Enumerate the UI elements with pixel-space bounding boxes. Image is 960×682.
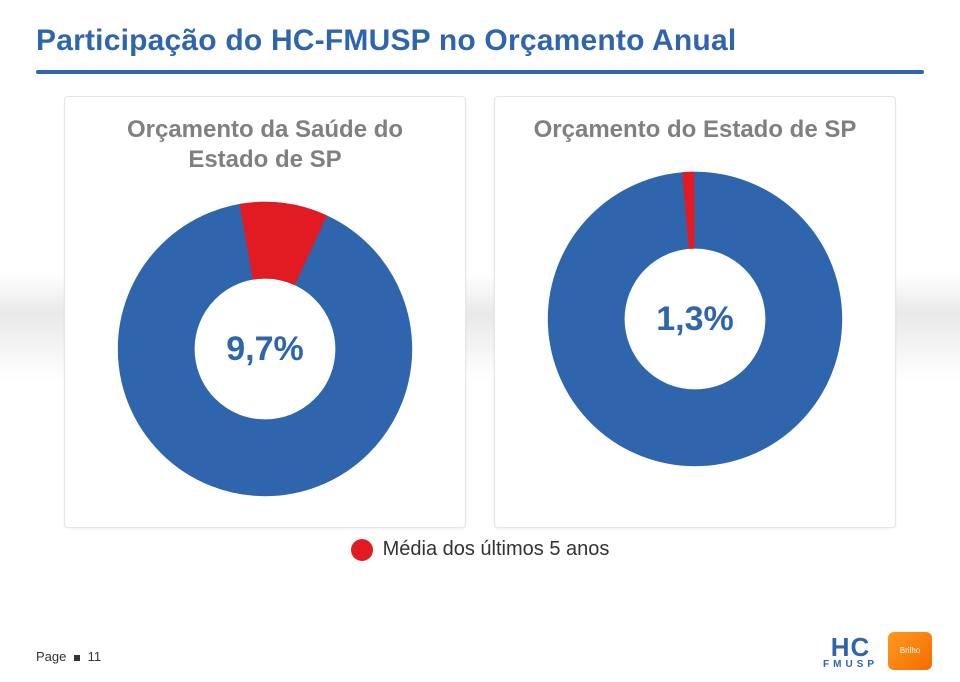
donut-center-label: 1,3% [535, 159, 855, 479]
page-title: Participação do HC-FMUSP no Orçamento An… [36, 24, 924, 58]
logos: HC FMUSP Brilho [823, 632, 932, 670]
card-saude: Orçamento da Saúde do Estado de SP 9,7% [64, 96, 466, 528]
logo-hc-sub: FMUSP [823, 659, 878, 670]
legend-text: Média dos últimos 5 anos [383, 538, 610, 561]
page-label: Page [36, 649, 66, 664]
legend: Média dos últimos 5 anos [36, 538, 924, 561]
donut-chart: 9,7% [105, 189, 425, 509]
donut-chart: 1,3% [535, 159, 855, 479]
chart-heading: Orçamento da Saúde do Estado de SP [85, 115, 445, 175]
page-number: 11 [88, 649, 102, 664]
donut-center-label: 9,7% [105, 189, 425, 509]
logo-brilho: Brilho [888, 632, 932, 670]
chart-panels: Orçamento da Saúde do Estado de SP 9,7% … [36, 96, 924, 528]
bullet-icon [74, 655, 80, 661]
page-footer: Page 11 [36, 649, 101, 664]
card-estado: Orçamento do Estado de SP 1,3% [494, 96, 896, 528]
legend-swatch [351, 539, 373, 561]
logo-brilho-text: Brilho [900, 647, 920, 655]
chart-heading: Orçamento do Estado de SP [534, 115, 857, 145]
slide: Participação do HC-FMUSP no Orçamento An… [0, 0, 960, 682]
logo-hc: HC FMUSP [823, 632, 878, 670]
title-rule [36, 70, 924, 74]
